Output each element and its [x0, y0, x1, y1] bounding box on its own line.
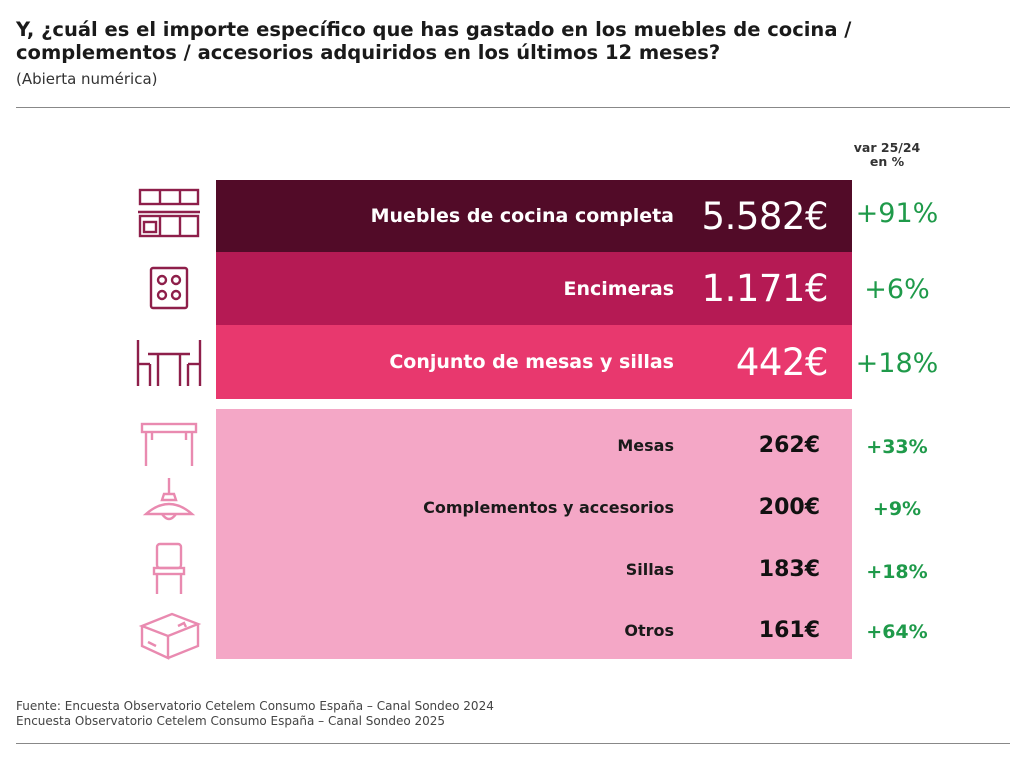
table-icon: [140, 422, 198, 466]
source-line-2: Encuesta Observatorio Cetelem Consumo Es…: [16, 714, 446, 728]
row-otros: Otros 161€: [216, 600, 852, 660]
row-label: Complementos y accesorios: [423, 497, 674, 517]
variation-mesas: +33%: [866, 436, 928, 458]
bar-value: 5.582€: [701, 194, 829, 238]
row-value: 161€: [758, 617, 820, 643]
row-complementos: Complementos y accesorios 200€: [216, 477, 852, 537]
bar-mesas-sillas: Conjunto de mesas y sillas 442€: [216, 325, 852, 399]
bar-encimeras: Encimeras 1.171€: [216, 252, 852, 325]
variation-encimeras: +6%: [864, 274, 930, 305]
bar-label: Encimeras: [563, 277, 674, 300]
top-divider: [16, 107, 1010, 108]
dining-set-icon: [136, 340, 202, 386]
variation-otros: +64%: [866, 621, 928, 643]
row-mesas: Mesas 262€: [216, 415, 852, 475]
row-value: 200€: [758, 494, 820, 520]
variation-sillas: +18%: [866, 561, 928, 583]
bottom-divider: [16, 743, 1010, 744]
stove-top-icon: [149, 266, 189, 310]
row-label: Mesas: [617, 435, 674, 455]
source-line-1: Fuente: Encuesta Observatorio Cetelem Co…: [16, 699, 494, 713]
row-label: Otros: [624, 620, 674, 640]
pendant-lamp-icon: [142, 478, 196, 521]
variation-header-line-1: var 25/24: [853, 140, 921, 155]
chart-subtitle: (Abierta numérica): [16, 70, 158, 88]
variation-complementos: +9%: [872, 498, 922, 520]
variation-header-line-2: en %: [869, 154, 905, 169]
chart-title: Y, ¿cuál es el importe específico que ha…: [16, 18, 852, 64]
bar-value: 442€: [735, 340, 829, 384]
variation-mesas-sillas: +18%: [855, 348, 939, 379]
row-value: 262€: [758, 432, 820, 458]
row-sillas: Sillas 183€: [216, 539, 852, 599]
row-value: 183€: [758, 556, 820, 582]
chair-icon: [152, 542, 186, 594]
bar-label: Conjunto de mesas y sillas: [389, 351, 674, 373]
kitchen-cabinets-icon: [138, 188, 200, 238]
bar-value: 1.171€: [701, 267, 829, 310]
variation-column-header: var 25/24 en %: [848, 141, 926, 169]
row-label: Sillas: [625, 559, 674, 579]
source-note: Fuente: Encuesta Observatorio Cetelem Co…: [16, 699, 494, 729]
box-icon: [138, 612, 202, 660]
bar-muebles-cocina: Muebles de cocina completa 5.582€: [216, 180, 852, 252]
variation-muebles-cocina: +91%: [855, 198, 939, 229]
sub-items-panel: [216, 409, 852, 659]
bar-label: Muebles de cocina completa: [370, 205, 674, 227]
